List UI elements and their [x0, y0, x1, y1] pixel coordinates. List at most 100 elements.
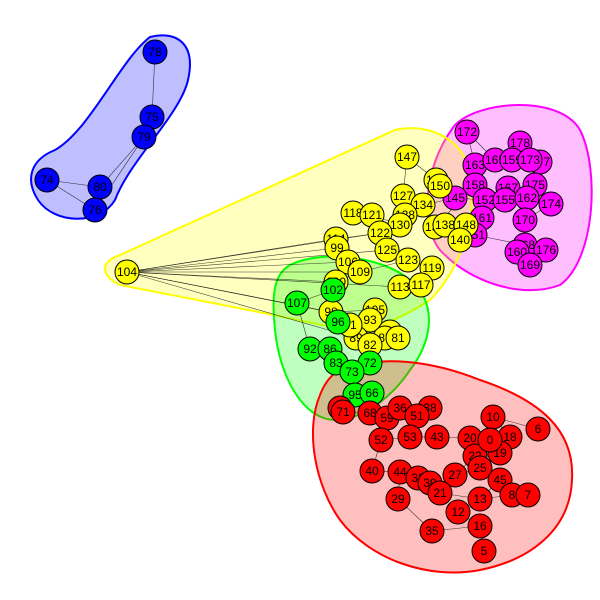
node-16: 16 — [467, 513, 493, 539]
node-circle — [447, 227, 473, 253]
node-label: 122 — [370, 226, 390, 240]
node-label: 80 — [93, 180, 107, 194]
node-circle — [325, 309, 351, 335]
node-51: 51 — [404, 403, 430, 429]
edge — [126, 271, 357, 339]
node-119: 119 — [419, 255, 445, 281]
node-86: 86 — [317, 336, 343, 362]
node-label: 43 — [430, 430, 444, 444]
node-label: 119 — [422, 261, 441, 275]
node-140: 140 — [447, 227, 473, 253]
node-80: 80 — [87, 174, 113, 200]
node-label: 134 — [413, 198, 433, 212]
node-label: 40 — [365, 464, 379, 478]
node-label: 76 — [88, 203, 102, 217]
node-label: 5 — [481, 544, 488, 558]
node-117: 117 — [408, 272, 434, 298]
node-label: 75 — [145, 110, 159, 124]
node-92: 92 — [297, 336, 323, 362]
node-150: 150 — [427, 173, 453, 199]
node-circle — [374, 237, 400, 263]
node-circle — [408, 272, 434, 298]
node-96: 96 — [325, 309, 351, 335]
node-circle — [467, 513, 493, 539]
node-label: 125 — [377, 243, 397, 257]
node-label: 71 — [336, 405, 350, 419]
node-label: 138 — [435, 218, 455, 232]
node-circle — [82, 197, 108, 223]
node-circle — [142, 39, 168, 65]
node-label: 147 — [397, 150, 417, 164]
node-79: 79 — [131, 124, 157, 150]
node-label: 6 — [535, 422, 542, 436]
edge — [126, 261, 349, 273]
node-circle — [385, 325, 411, 351]
node-label: 96 — [331, 315, 345, 329]
node-138: 138 — [432, 212, 458, 238]
node-78: 78 — [142, 39, 168, 65]
node-label: 0 — [487, 433, 494, 447]
node-43: 43 — [424, 424, 450, 450]
node-74: 74 — [34, 167, 60, 193]
node-104: 104 — [114, 259, 140, 285]
node-circle — [533, 237, 559, 263]
node-label: 21 — [433, 486, 447, 500]
node-155: 155 — [492, 187, 518, 213]
node-label: 82 — [363, 338, 377, 352]
node-circle — [424, 424, 450, 450]
node-label: 66 — [365, 386, 379, 400]
edge — [126, 271, 401, 288]
node-21: 21 — [427, 480, 453, 506]
node-label: 169 — [520, 258, 540, 272]
node-53: 53 — [397, 424, 423, 450]
node-circle — [131, 124, 157, 150]
node-label: 174 — [541, 197, 561, 211]
node-169: 169 — [517, 252, 543, 278]
node-label: 172 — [457, 125, 477, 139]
node-label: 121 — [362, 208, 382, 222]
node-label: 36 — [393, 401, 407, 415]
node-6: 6 — [525, 416, 551, 442]
node-35: 35 — [419, 518, 445, 544]
node-174: 174 — [538, 191, 564, 217]
node-circle — [467, 486, 493, 512]
node-label: 99 — [330, 241, 344, 255]
node-170: 170 — [512, 207, 538, 233]
node-circle — [467, 455, 493, 481]
node-label: 102 — [323, 283, 343, 297]
node-label: 104 — [117, 265, 137, 279]
node-13: 13 — [467, 486, 493, 512]
node-label: 107 — [287, 296, 307, 310]
node-label: 163 — [465, 158, 485, 172]
node-circle — [320, 277, 346, 303]
node-162: 162 — [514, 185, 540, 211]
node-label: 176 — [536, 243, 556, 257]
node-71: 71 — [330, 399, 356, 425]
node-label: 74 — [40, 173, 54, 187]
node-circle — [114, 259, 140, 285]
node-107: 107 — [284, 290, 310, 316]
node-0: 0 — [477, 427, 503, 453]
node-circle — [397, 424, 423, 450]
node-circle — [512, 207, 538, 233]
node-label: 178 — [510, 136, 530, 150]
node-29: 29 — [385, 486, 411, 512]
node-circle — [330, 399, 356, 425]
node-27: 27 — [442, 462, 468, 488]
node-label: 16 — [473, 519, 487, 533]
node-circle — [385, 486, 411, 512]
node-circle — [517, 252, 543, 278]
node-circle — [442, 462, 468, 488]
node-label: 123 — [398, 253, 418, 267]
node-134: 134 — [410, 192, 436, 218]
node-circle — [368, 427, 394, 453]
node-label: 79 — [137, 130, 151, 144]
node-118: 118 — [340, 200, 366, 226]
node-label: 150 — [430, 179, 450, 193]
node-176: 176 — [533, 237, 559, 263]
node-label: 25 — [473, 461, 487, 475]
node-label: 118 — [343, 206, 362, 220]
node-label: 29 — [391, 492, 405, 506]
node-label: 53 — [403, 430, 417, 444]
